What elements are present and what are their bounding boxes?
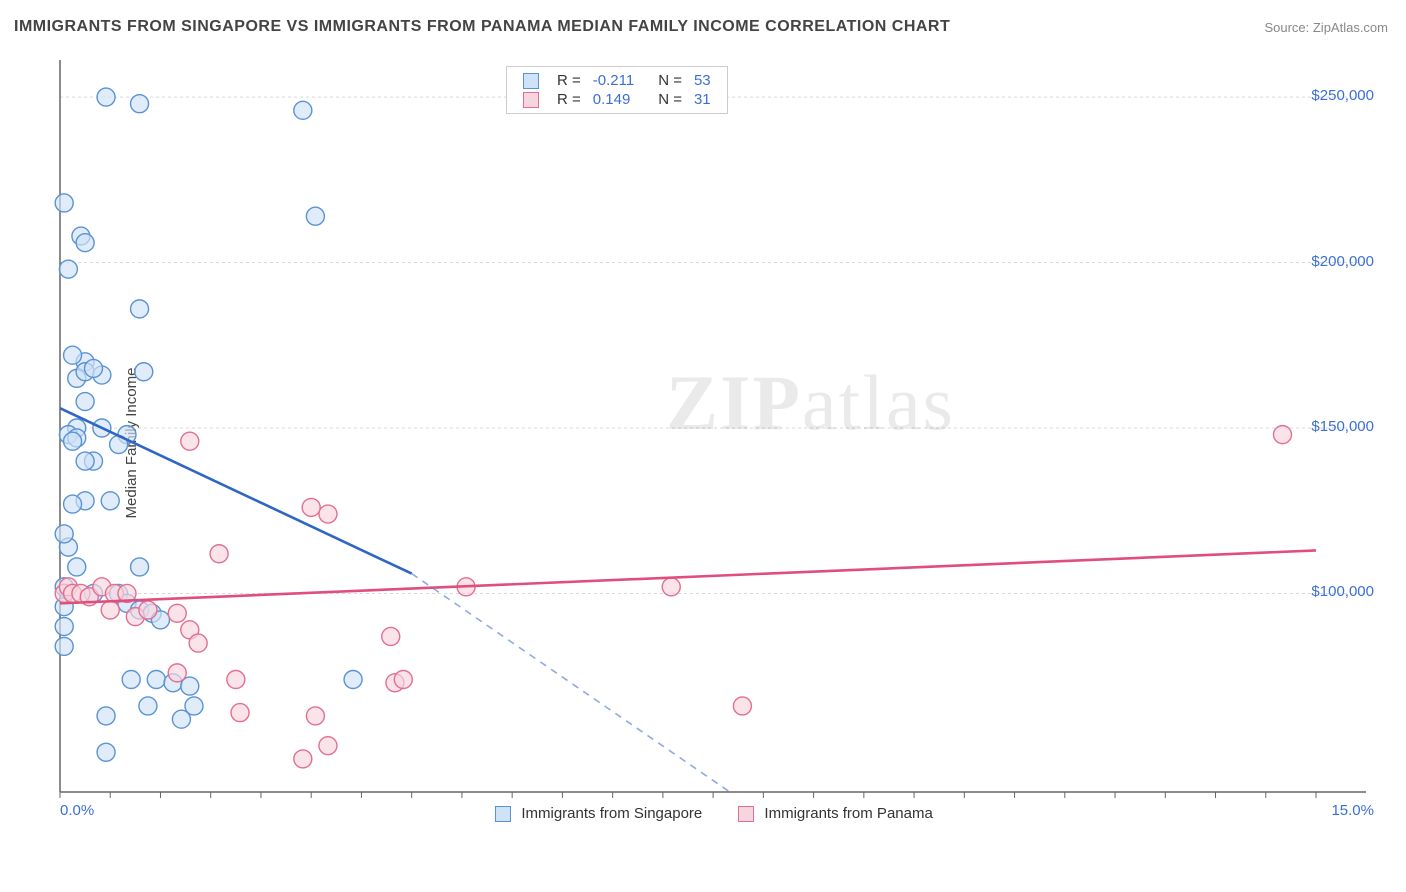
- data-point: [139, 697, 157, 715]
- data-point: [135, 363, 153, 381]
- data-point: [64, 432, 82, 450]
- data-point: [306, 707, 324, 725]
- data-point: [172, 710, 190, 728]
- data-point: [294, 101, 312, 119]
- data-point: [394, 670, 412, 688]
- data-point: [319, 505, 337, 523]
- regression-line-dashed: [412, 574, 730, 792]
- data-point: [76, 234, 94, 252]
- data-point: [302, 498, 320, 516]
- y-tick-label: $250,000: [1311, 87, 1374, 104]
- legend-label: Immigrants from Singapore: [521, 805, 702, 822]
- legend-item: Immigrants from Panama: [738, 805, 933, 822]
- data-point: [55, 525, 73, 543]
- legend-swatch: [495, 806, 511, 822]
- chart-area: Median Family Income R =-0.211N =53R =0.…: [46, 58, 1382, 828]
- data-point: [101, 601, 119, 619]
- data-point: [84, 359, 102, 377]
- chart-title: IMMIGRANTS FROM SINGAPORE VS IMMIGRANTS …: [14, 18, 950, 36]
- data-point: [139, 601, 157, 619]
- data-point: [319, 737, 337, 755]
- data-point: [97, 707, 115, 725]
- data-point: [64, 346, 82, 364]
- y-tick-label: $150,000: [1311, 418, 1374, 435]
- data-point: [97, 88, 115, 106]
- data-point: [55, 194, 73, 212]
- source-credit: Source: ZipAtlas.com: [1264, 20, 1388, 35]
- data-point: [662, 578, 680, 596]
- correlation-legend: R =-0.211N =53R =0.149N =31: [506, 66, 728, 114]
- data-point: [97, 743, 115, 761]
- data-point: [227, 670, 245, 688]
- data-point: [382, 627, 400, 645]
- data-point: [59, 260, 77, 278]
- legend-item: Immigrants from Singapore: [495, 805, 702, 822]
- data-point: [76, 452, 94, 470]
- data-point: [64, 495, 82, 513]
- data-point: [131, 95, 149, 113]
- data-point: [733, 697, 751, 715]
- data-point: [68, 558, 86, 576]
- series-legend: Immigrants from Singapore Immigrants fro…: [46, 805, 1382, 822]
- data-point: [181, 432, 199, 450]
- scatter-chart: [46, 58, 1382, 828]
- data-point: [306, 207, 324, 225]
- data-point: [1274, 426, 1292, 444]
- data-point: [122, 670, 140, 688]
- legend-swatch: [738, 806, 754, 822]
- y-tick-label: $100,000: [1311, 583, 1374, 600]
- data-point: [101, 492, 119, 510]
- data-point: [231, 704, 249, 722]
- data-point: [168, 664, 186, 682]
- data-point: [147, 670, 165, 688]
- data-point: [168, 604, 186, 622]
- source-prefix: Source:: [1264, 20, 1312, 35]
- regression-line: [60, 550, 1316, 603]
- legend-table: R =-0.211N =53R =0.149N =31: [517, 71, 717, 109]
- source-link[interactable]: ZipAtlas.com: [1313, 20, 1388, 35]
- data-point: [55, 618, 73, 636]
- regression-line: [60, 408, 412, 573]
- data-point: [131, 300, 149, 318]
- data-point: [210, 545, 228, 563]
- data-point: [294, 750, 312, 768]
- data-point: [131, 558, 149, 576]
- legend-label: Immigrants from Panama: [764, 805, 932, 822]
- y-tick-label: $200,000: [1311, 253, 1374, 270]
- data-point: [76, 393, 94, 411]
- data-point: [55, 637, 73, 655]
- data-point: [344, 670, 362, 688]
- data-point: [189, 634, 207, 652]
